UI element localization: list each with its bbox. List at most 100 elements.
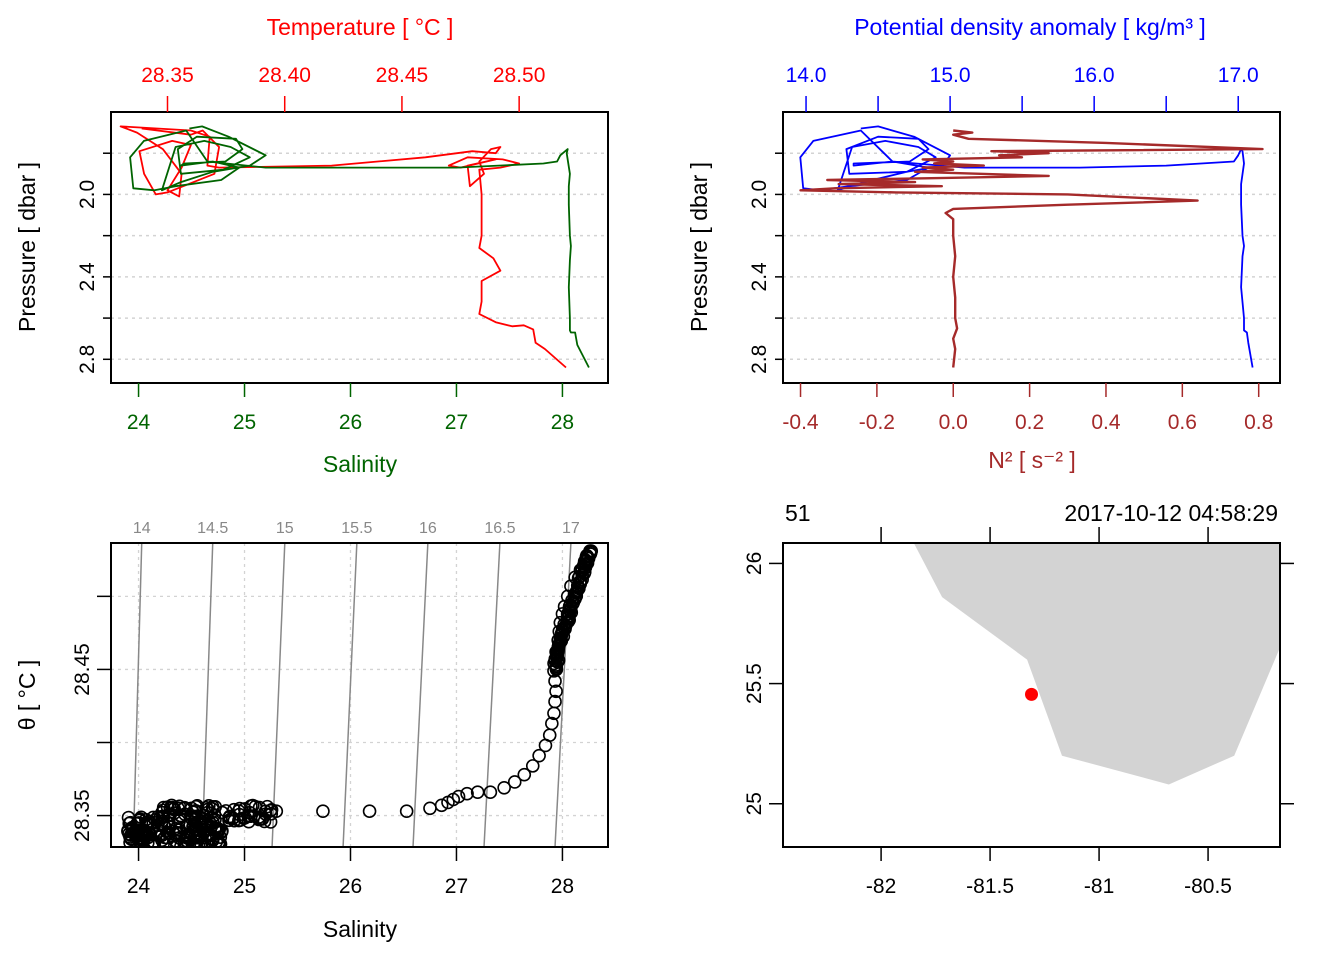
temperature-tick-label: 28.50 [493,64,546,87]
isopycnal-label: 16.5 [484,520,515,537]
ts-point [545,716,559,731]
isopycnal-line [132,543,143,847]
ts-point [423,801,437,816]
ts-point [532,748,546,763]
ts-point [168,821,183,836]
salinity-tick-label: 28 [551,875,574,898]
n2-tick-label: 0.6 [1168,411,1197,434]
ts-profile-frame [110,111,609,384]
temperature-tick-label: 28.40 [258,64,311,87]
salinity-tick-label: 25 [233,411,256,434]
latitude-tick-label: 25.5 [743,663,766,704]
n2-tick-label: -0.2 [859,411,895,434]
ts-point [211,823,225,837]
ts-point [152,829,167,843]
pressure-tick-label: 2.0 [748,180,771,209]
ts-point [497,781,511,795]
salinity-axis-title: Salinity [323,451,398,477]
theta-tick-label: 28.45 [71,643,94,696]
ts-point [165,824,180,839]
isopycnal-label: 15.5 [341,520,372,537]
station-number-label: 51 [785,500,811,526]
theta-tick-label: 28.35 [71,789,94,842]
density-n2-lines [799,125,1264,368]
density-n2-panel: 2.0 2.4 2.8 -0.4 -0.2 0.0 0.2 0.4 0.6 0.8 14.0 15.0… [686,14,1281,473]
temperature-tick-label: 28.35 [141,64,194,87]
n2-tick-label: -0.4 [782,411,819,434]
ts-point [548,694,562,709]
ts-point [507,775,522,789]
land-layer [913,543,1280,785]
salinity-tick-label: 27 [445,411,468,434]
isopycnal-label: 14.5 [197,520,228,537]
ts-point [399,804,414,818]
n2-axis-title: N² [ s⁻² ] [988,447,1076,473]
ts-point [460,786,474,801]
longitude-tick-label: -81 [1084,875,1114,898]
salinity-tick-label: 28 [551,411,574,434]
ts-point [258,807,273,821]
ts-diagram-gridlines [111,543,608,847]
density-tick-label: 17.0 [1218,64,1259,87]
ts-diagram-axes: 14 14.5 15 15.5 16 16.5 17 24 25 26 27 28 28.35 28.45 [71,520,580,898]
density-profile-line [799,125,1254,368]
station-marker [1025,687,1038,701]
ts-xlabel: Salinity [323,916,398,942]
ts-point [131,816,146,830]
ts-point [168,827,182,842]
ts-point [483,785,498,799]
ts-point [243,805,257,820]
ts-profile-axes: 2.0 2.4 2.8 24 25 26 27 28 28.35 28.40 28.45 28.50 [76,64,574,434]
salinity-tick-label: 27 [445,875,468,898]
latitude-tick-label: 25 [743,792,766,815]
ts-point [142,814,156,829]
ts-profile-gridlines [111,152,608,361]
ts-point [584,544,599,558]
temperature-axis-title: Temperature [ °C ] [267,14,454,40]
temperature-profile-line [119,125,567,369]
ts-point [123,835,137,847]
ts-point [225,811,240,826]
salinity-tick-label: 25 [233,875,256,898]
isopycnal-label: 15 [276,520,294,537]
longitude-tick-label: -81.5 [966,875,1014,898]
isopycnal-line [342,543,358,847]
isopycnal-line [554,543,572,847]
ts-point [186,817,201,832]
ts-point [163,801,178,816]
isopycnal-line [483,543,501,847]
ts-point [195,814,209,829]
isopycnal-line [271,543,286,847]
ts-point [362,804,377,818]
density-n2-gridlines [783,152,1280,361]
ts-point [549,684,563,699]
n2-profile-line [799,129,1264,368]
density-tick-label: 14.0 [786,64,827,87]
pressure-tick-label: 2.4 [76,262,99,292]
isopycnal-line [412,543,429,847]
latitude-tick-label: 26 [743,552,766,575]
ts-point [525,759,540,773]
ts-point [204,806,218,820]
station-map-panel: -82 -81.5 -81 -80.5 25 25.5 26 51 2017-10-12 0… [743,500,1294,898]
ts-point [244,799,258,813]
pressure-tick-label: 2.8 [748,345,771,374]
ts-point [204,828,219,843]
isopycnal-label: 16 [419,520,437,537]
n2-tick-label: 0.4 [1091,411,1121,434]
pressure-tick-label: 2.8 [76,345,99,374]
isopycnal-label: 17 [562,520,580,537]
ts-point [213,830,228,845]
land-polygon [913,543,1280,785]
n2-tick-label: 0.0 [939,411,968,434]
ts-point [198,830,212,845]
pressure-axis-title-2: Pressure [ dbar ] [686,162,712,332]
density-tick-label: 16.0 [1074,64,1115,87]
ts-point [517,767,532,782]
ts-diagram-panel: 14 14.5 15 15.5 16 16.5 17 24 25 26 27 28 28.35 28.45… [14,520,609,942]
map-frame [782,542,1281,848]
map-axes: -82 -81.5 -81 -80.5 25 25.5 26 [743,527,1294,898]
isopycnal-line [201,543,214,847]
